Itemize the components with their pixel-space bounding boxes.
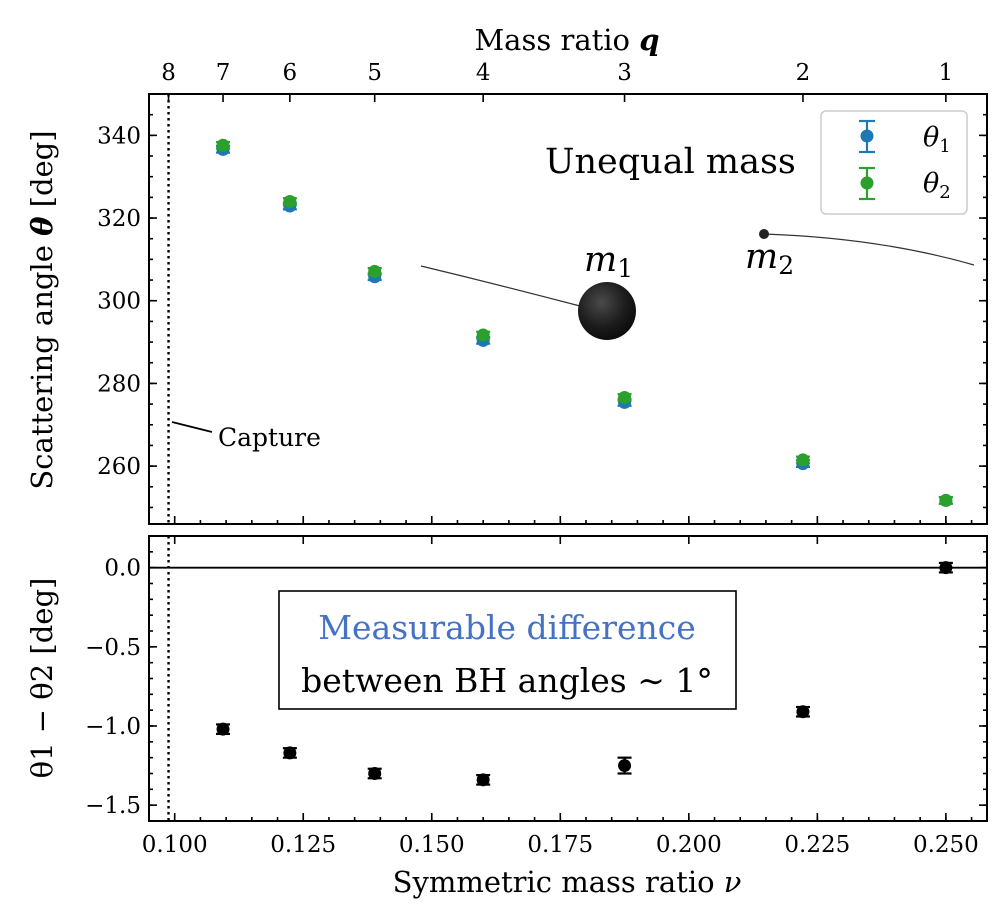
point-theta2-2 — [282, 195, 297, 208]
bottom-y-axis-label: θ1 − θ2 [deg] — [25, 578, 59, 779]
annotation-box — [278, 590, 737, 710]
point-difference-5 — [617, 756, 632, 775]
capture-label: Capture — [218, 423, 321, 452]
q-tick-label: 8 — [161, 60, 176, 86]
y-tick-label: −0.5 — [85, 635, 141, 661]
x-tick-label: 0.125 — [270, 832, 336, 858]
point-difference-3 — [367, 767, 382, 780]
x-tick-label: 0.225 — [784, 832, 850, 858]
annotation-line1: Measurable difference — [318, 608, 696, 647]
point-difference-1 — [216, 722, 231, 736]
y-tick-label: −1.0 — [85, 714, 141, 740]
legend: θ1 θ2 — [820, 110, 968, 215]
point-theta2-6 — [795, 453, 810, 467]
point-difference-4 — [476, 773, 491, 787]
q-tick-label: 4 — [476, 60, 491, 86]
top-panel: 8 7 6 5 4 3 2 1 260 280 300 320 340 Capture Unequal… — [25, 23, 988, 525]
q-tick-label: 2 — [796, 60, 811, 86]
legend-marker-theta1 — [859, 119, 875, 154]
y-tick-label: 320 — [97, 206, 141, 232]
legend-marker-theta2 — [859, 166, 875, 201]
m1-trajectory — [420, 265, 581, 307]
black-hole-m1 — [578, 282, 636, 340]
x-tick-label: 0.175 — [527, 832, 593, 858]
point-difference-7 — [938, 561, 953, 575]
y-tick-label: 0.0 — [104, 556, 141, 582]
point-theta2-7 — [938, 493, 953, 507]
q-tick-label: 6 — [283, 60, 298, 86]
y-tick-label: 280 — [97, 371, 141, 397]
point-theta2-1 — [216, 138, 231, 152]
capture-pointer — [171, 421, 213, 433]
q-tick-label: 1 — [939, 60, 954, 86]
top-data-points — [216, 138, 953, 507]
bottom-x-axis-ticks: 0.100 0.125 0.150 0.175 0.200 0.225 0.250 — [142, 516, 979, 858]
q-tick-label: 3 — [617, 60, 632, 86]
bottom-data-points — [216, 561, 953, 787]
x-tick-label: 0.100 — [142, 832, 208, 858]
y-tick-label: 260 — [97, 454, 141, 480]
q-tick-label: 7 — [216, 60, 231, 86]
point-theta2-4 — [476, 328, 491, 342]
m1-label: m1 — [584, 240, 633, 283]
top-y-axis-label: Scattering angle θ [deg] — [25, 130, 59, 489]
top-y-axis-ticks: 260 280 300 320 340 — [97, 113, 987, 509]
black-hole-m2 — [759, 229, 769, 239]
unequal-mass-title: Unequal mass — [545, 142, 796, 182]
x-tick-label: 0.250 — [913, 832, 979, 858]
m2-label: m2 — [745, 237, 794, 280]
legend-label-theta2: θ2 — [923, 168, 951, 203]
y-tick-label: −1.5 — [85, 793, 141, 819]
annotation-line2: between BH angles ∼ 1° — [301, 661, 713, 700]
top-axis-ticks: 8 7 6 5 4 3 2 1 — [161, 60, 953, 102]
bottom-panel: 0.100 0.125 0.150 0.175 0.200 0.225 0.250 0.0 −… — [25, 516, 988, 899]
point-theta2-5 — [617, 390, 632, 404]
bottom-y-axis-ticks: 0.0 −0.5 −1.0 −1.5 — [85, 551, 987, 819]
x-tick-label: 0.200 — [656, 832, 722, 858]
point-difference-2 — [282, 746, 297, 760]
x-axis-label: Symmetric mass ratio ν — [393, 865, 742, 899]
y-tick-label: 340 — [97, 123, 141, 149]
legend-frame — [820, 110, 968, 215]
q-tick-label: 5 — [367, 60, 382, 86]
m2-trajectory — [763, 233, 975, 266]
legend-label-theta1: θ1 — [923, 122, 951, 157]
top-panel-frame — [148, 93, 988, 525]
top-axis-title: Mass ratio q — [474, 23, 659, 57]
point-difference-6 — [795, 705, 810, 719]
x-tick-label: 0.150 — [399, 832, 465, 858]
y-tick-label: 300 — [97, 289, 141, 315]
point-theta2-3 — [367, 264, 382, 278]
